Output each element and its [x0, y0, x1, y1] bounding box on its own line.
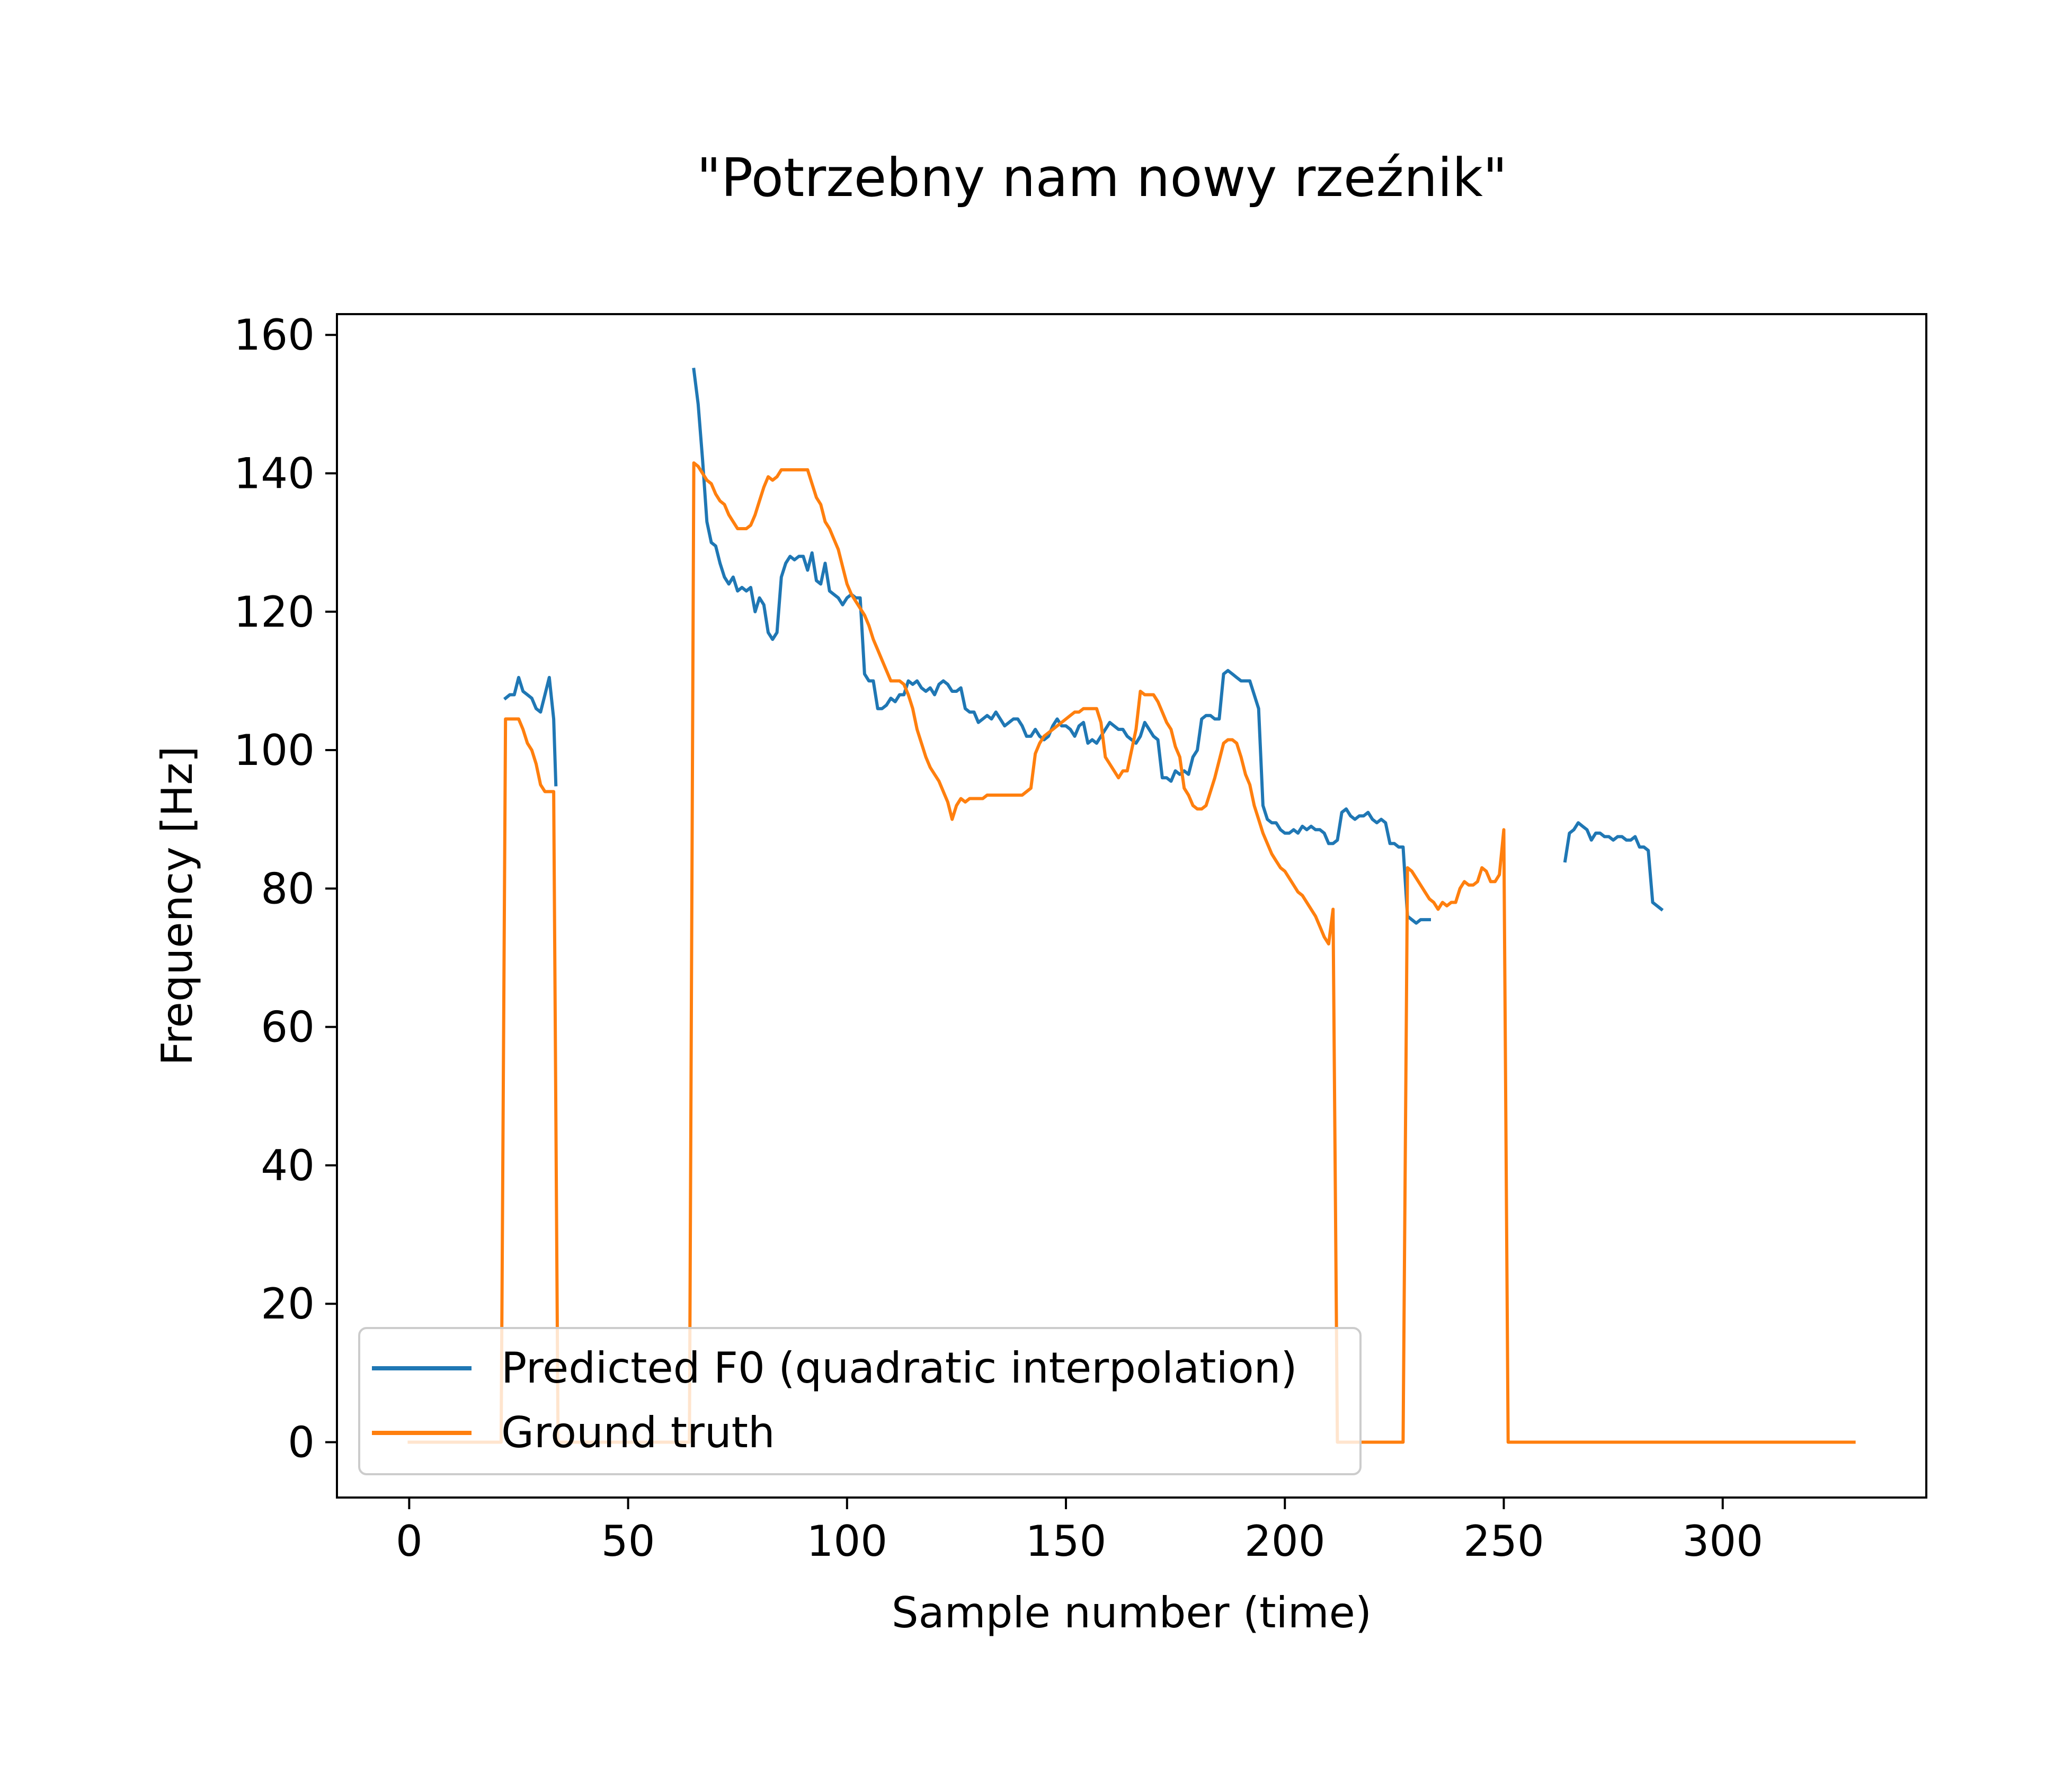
series-layer — [407, 368, 1856, 1444]
y-tick-label: 60 — [261, 1003, 315, 1052]
series-0-line-segment-0 — [503, 675, 558, 787]
x-tick-label: 50 — [601, 1517, 655, 1566]
x-tick-label: 150 — [1026, 1517, 1107, 1566]
x-axis: 0 50 100 150 200 250 300 — [396, 1498, 1763, 1566]
legend-label-ground-truth: Ground truth — [501, 1408, 775, 1457]
legend-label-predicted: Predicted F0 (quadratic interpolation) — [501, 1343, 1297, 1393]
plot-area — [336, 313, 1927, 1499]
series-0-line-segment-2 — [1563, 821, 1664, 912]
y-tick-label: 20 — [261, 1279, 315, 1329]
x-tick-label: 250 — [1463, 1517, 1544, 1566]
x-tick-label: 0 — [396, 1517, 423, 1566]
legend-box — [358, 1327, 1362, 1475]
y-tick-label: 120 — [234, 587, 315, 637]
plot-background — [337, 314, 1926, 1498]
y-axis: 0 20 40 60 80 100 120 140 160 — [234, 310, 337, 1467]
y-tick-label: 80 — [261, 864, 315, 913]
y-tick-label: 160 — [234, 310, 315, 360]
y-axis-label: Frequency [Hz] — [153, 746, 202, 1065]
chart-title: "Potrzebny nam nowy rzeźnik" — [697, 147, 1507, 209]
series-0-line-segment-1 — [692, 368, 1431, 925]
series-1-line-segment-0 — [407, 461, 1856, 1444]
x-tick-label: 300 — [1682, 1517, 1763, 1566]
y-tick-label: 100 — [234, 726, 315, 775]
x-tick-label: 200 — [1244, 1517, 1326, 1566]
y-tick-label: 140 — [234, 449, 315, 498]
legend: Predicted F0 (quadratic interpolation) G… — [358, 1327, 1362, 1475]
plot-frame — [336, 313, 1927, 1499]
x-tick-label: 100 — [806, 1517, 887, 1566]
y-tick-label: 40 — [261, 1141, 315, 1190]
y-tick-label: 0 — [288, 1418, 315, 1467]
x-axis-label: Sample number (time) — [892, 1588, 1372, 1637]
